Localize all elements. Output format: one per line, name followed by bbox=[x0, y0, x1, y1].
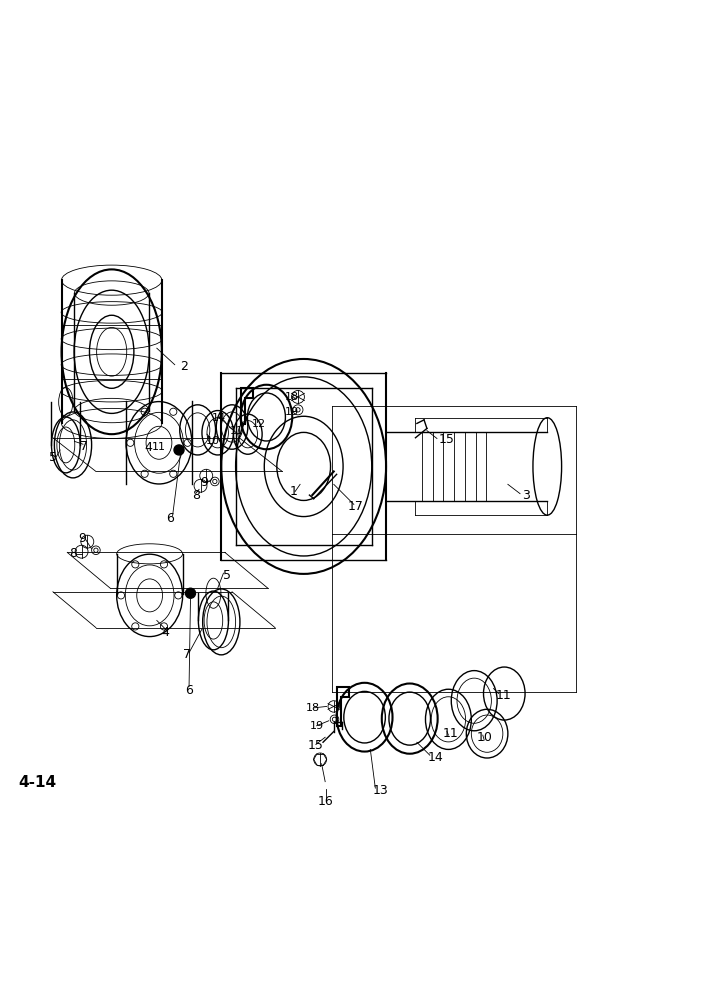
Text: 10: 10 bbox=[477, 730, 493, 744]
Text: 14: 14 bbox=[427, 751, 443, 764]
Text: 3: 3 bbox=[522, 489, 530, 501]
Text: 6: 6 bbox=[186, 683, 193, 697]
Text: 11: 11 bbox=[443, 726, 458, 739]
Circle shape bbox=[186, 588, 196, 599]
Text: 4: 4 bbox=[162, 626, 170, 639]
Text: 13: 13 bbox=[373, 783, 388, 797]
Text: 2: 2 bbox=[180, 360, 188, 373]
Text: 10: 10 bbox=[206, 436, 219, 446]
Text: 5: 5 bbox=[49, 451, 57, 464]
Text: 1: 1 bbox=[290, 485, 297, 498]
Text: 12: 12 bbox=[252, 419, 266, 429]
Text: 4: 4 bbox=[144, 441, 152, 454]
Text: 8: 8 bbox=[192, 489, 200, 501]
Text: 5: 5 bbox=[222, 569, 231, 582]
Text: 14: 14 bbox=[212, 413, 226, 424]
Text: 17: 17 bbox=[348, 500, 364, 513]
Text: 18: 18 bbox=[284, 392, 298, 402]
Text: 7: 7 bbox=[183, 648, 191, 661]
Text: 11: 11 bbox=[230, 427, 244, 436]
Text: 15: 15 bbox=[438, 434, 454, 446]
Text: 9: 9 bbox=[78, 532, 86, 545]
Text: 8: 8 bbox=[69, 548, 77, 560]
Text: 15: 15 bbox=[308, 739, 324, 752]
Text: 4-14: 4-14 bbox=[19, 775, 56, 789]
Text: 19: 19 bbox=[310, 722, 323, 731]
Text: 18: 18 bbox=[306, 704, 320, 714]
Text: 16: 16 bbox=[318, 794, 334, 808]
Text: 19: 19 bbox=[284, 407, 298, 417]
Circle shape bbox=[174, 445, 184, 455]
Text: 6: 6 bbox=[166, 511, 174, 525]
Text: 11: 11 bbox=[496, 688, 511, 702]
Text: 9: 9 bbox=[201, 477, 209, 490]
Text: 11: 11 bbox=[152, 442, 166, 452]
Text: 7: 7 bbox=[80, 440, 88, 453]
